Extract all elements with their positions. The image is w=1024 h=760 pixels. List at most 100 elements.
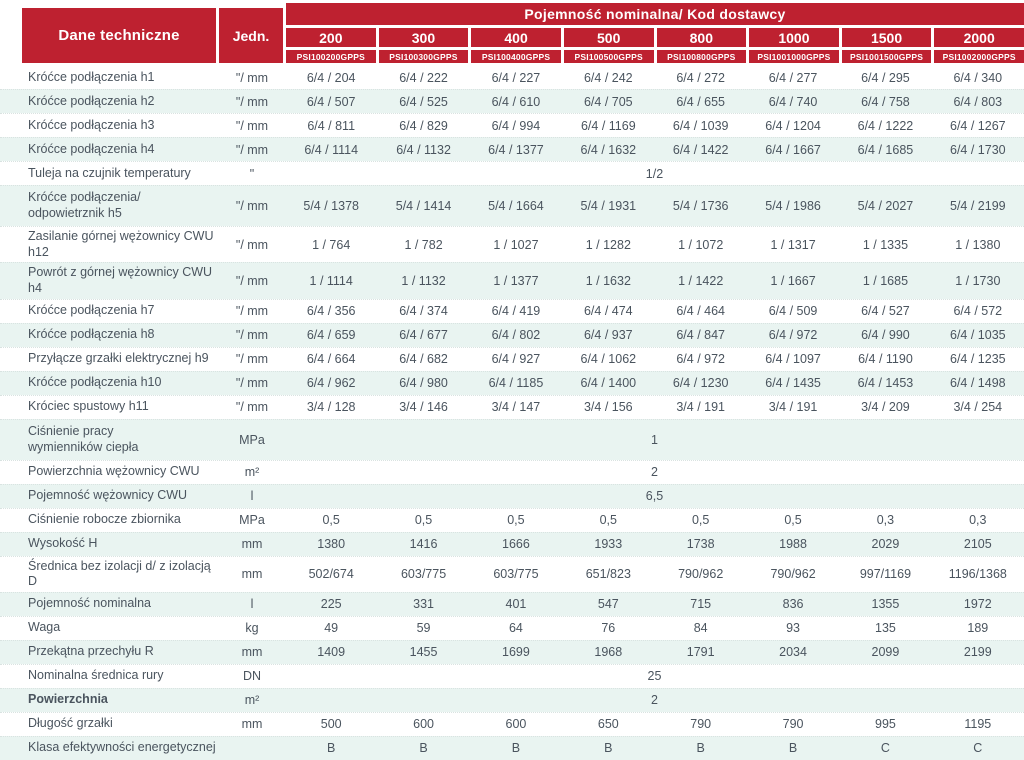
row-value: 6/4 / 990 (861, 328, 910, 342)
row-value: 6/4 / 972 (676, 352, 726, 366)
row-value: 2199 (963, 645, 992, 660)
row-unit: "/ mm (235, 328, 269, 342)
row-value: 1 / 1335 (862, 237, 909, 252)
row-unit: mm (241, 567, 263, 582)
table-row: Króćce podłączenia h3 "/ mm 6/4 / 811 6/4 /… (0, 113, 1024, 137)
row-unit: MPa (239, 432, 265, 447)
row-value: 0,5 (599, 513, 617, 527)
table-body: Króćce podłączenia h1 "/ mm 6/4 / 204 6/4 /… (0, 66, 1024, 760)
table-row: Króciec spustowy h11 "/ mm 3/4 / 128 3/4 / … (0, 394, 1024, 419)
row-value: 6/4 / 655 (676, 94, 726, 109)
row-value: 5/4 / 1736 (672, 199, 729, 213)
column-size-800: 800 (656, 28, 747, 47)
row-value: 6/4 / 962 (306, 376, 356, 390)
row-unit: m² (244, 465, 260, 479)
row-value: 6/4 / 1730 (950, 142, 1006, 157)
row-label: Powierzchnia (28, 692, 108, 707)
row-value: 2029 (871, 537, 900, 551)
row-unit: l (250, 597, 254, 612)
row-value: 6/4 / 972 (768, 328, 818, 342)
row-label: Pojemność nominalna (28, 596, 151, 611)
row-label: Króćce podłączenia h10 (28, 375, 162, 390)
table-row: Waga kg 49 59 64 76 84 93 135 189 (0, 615, 1024, 640)
row-value: 6/4 / 829 (399, 118, 448, 133)
row-value: 6/4 / 222 (399, 70, 448, 85)
row-value: 2105 (963, 537, 992, 551)
row-label: Króćce podłączenia h2 (28, 93, 155, 108)
row-value: 6/4 / 1039 (672, 118, 729, 133)
row-unit: MPa (239, 513, 265, 527)
row-value: 1933 (594, 537, 623, 551)
row-value: 2099 (871, 645, 900, 660)
row-value: 6/4 / 277 (768, 70, 818, 85)
table-row: Długość grzałki mm 500 600 600 650 790 790 995 11… (0, 711, 1024, 736)
column-size-500: 500 (563, 28, 654, 47)
row-value: 189 (967, 621, 989, 636)
column-size-200: 200 (286, 28, 376, 47)
table-row: Króćce podłączenia h10 "/ mm 6/4 / 962 6/4 … (0, 370, 1024, 395)
row-value: 790 (782, 717, 804, 732)
row-value: 500 (320, 717, 342, 732)
row-value: 6/4 / 811 (307, 118, 356, 133)
row-unit: "/ mm (235, 70, 269, 85)
row-value: 1380 (317, 537, 346, 551)
row-value: 6/4 / 525 (399, 94, 448, 109)
row-value: 650 (597, 717, 619, 732)
header-size-row: 200 300 400 500 800 1000 1500 2000 (286, 28, 1024, 47)
row-label: Przekątna przechyłu R (28, 644, 154, 659)
row-value: 3/4 / 191 (676, 400, 726, 414)
row-value: 651/823 (585, 567, 631, 582)
row-value: 6/4 / 1230 (672, 376, 729, 390)
row-value: 6/4 / 1097 (765, 352, 821, 366)
header-group-title: Pojemność nominalna/ Kod dostawcy (286, 3, 1024, 25)
row-value: 1 / 764 (312, 237, 351, 252)
column-code-1500: PSI1001500GPPS (841, 50, 932, 63)
row-value: 6/4 / 1267 (950, 118, 1006, 133)
row-value: 225 (320, 597, 342, 612)
row-value: 6/4 / 1400 (580, 376, 637, 390)
table-row: Pojemność nominalna l 225 331 401 547 715 836 13… (0, 591, 1024, 616)
table-row: Króćce podłączenia h8 "/ mm 6/4 / 659 6/4 /… (0, 322, 1024, 347)
row-label: Króćce podłączenia/ odpowietrznik h5 (28, 190, 141, 220)
table-row: Wysokość H mm 1380 1416 1666 1933 1738 1988 2029… (0, 531, 1024, 556)
table-row: Powierzchnia wężownicy CWU m² 2 (0, 459, 1024, 484)
row-unit: " (249, 166, 255, 181)
row-span-value: 6,5 (645, 489, 664, 503)
row-value: 6/4 / 507 (306, 94, 356, 109)
row-value: 603/775 (400, 567, 447, 582)
row-value: 1 / 1282 (585, 237, 631, 252)
row-value: 6/4 / 1377 (488, 142, 544, 157)
table-row: Króćce podłączenia h2 "/ mm 6/4 / 507 6/4 /… (0, 89, 1024, 113)
row-value: 1355 (871, 597, 900, 612)
row-unit: "/ mm (235, 118, 269, 133)
row-label: Klasa efektywności energetycznej (28, 740, 216, 755)
technical-datasheet: Dane techniczne Jedn. Pojemność nominaln… (0, 3, 1024, 760)
row-value: 6/4 / 1235 (950, 352, 1006, 366)
row-value: 6/4 / 1453 (857, 376, 914, 390)
row-value: 6/4 / 356 (306, 304, 356, 318)
row-span-value: 2 (651, 465, 658, 479)
row-value: 135 (875, 621, 896, 636)
table-row: Zasilanie górnej wężownicy CWU h12 "/ mm 1… (0, 226, 1024, 262)
row-unit: mm (241, 537, 263, 551)
row-unit: mm (241, 645, 263, 660)
row-value: 6/4 / 659 (306, 328, 356, 342)
row-value: 0,5 (784, 513, 802, 527)
row-value: 6/4 / 1222 (857, 118, 914, 133)
table-row: Ciśnienie robocze zbiornika MPa 0,5 0,5 0,5 0… (0, 507, 1024, 532)
row-unit: "/ mm (235, 142, 269, 157)
header-code-row: PSI100200GPPS PSI100300GPPS PSI100400GPPS P… (286, 50, 1024, 63)
column-code-300: PSI100300GPPS (378, 50, 469, 63)
row-value: 1 / 1685 (862, 273, 909, 288)
row-value: 1 / 782 (404, 237, 443, 252)
row-value: 0,5 (322, 513, 340, 527)
row-value: 6/4 / 464 (676, 304, 726, 318)
row-value: 715 (690, 597, 712, 612)
row-value: 6/4 / 927 (491, 352, 541, 366)
row-value: 0,3 (876, 513, 895, 527)
row-value: 1791 (686, 645, 715, 660)
row-label: Ciśnienie pracy wymienników ciepła (28, 423, 139, 454)
row-value: 6/4 / 1132 (396, 142, 451, 157)
row-unit: "/ mm (235, 376, 269, 390)
table-row: Króćce podłączenia h7 "/ mm 6/4 / 356 6/4 /… (0, 298, 1024, 323)
